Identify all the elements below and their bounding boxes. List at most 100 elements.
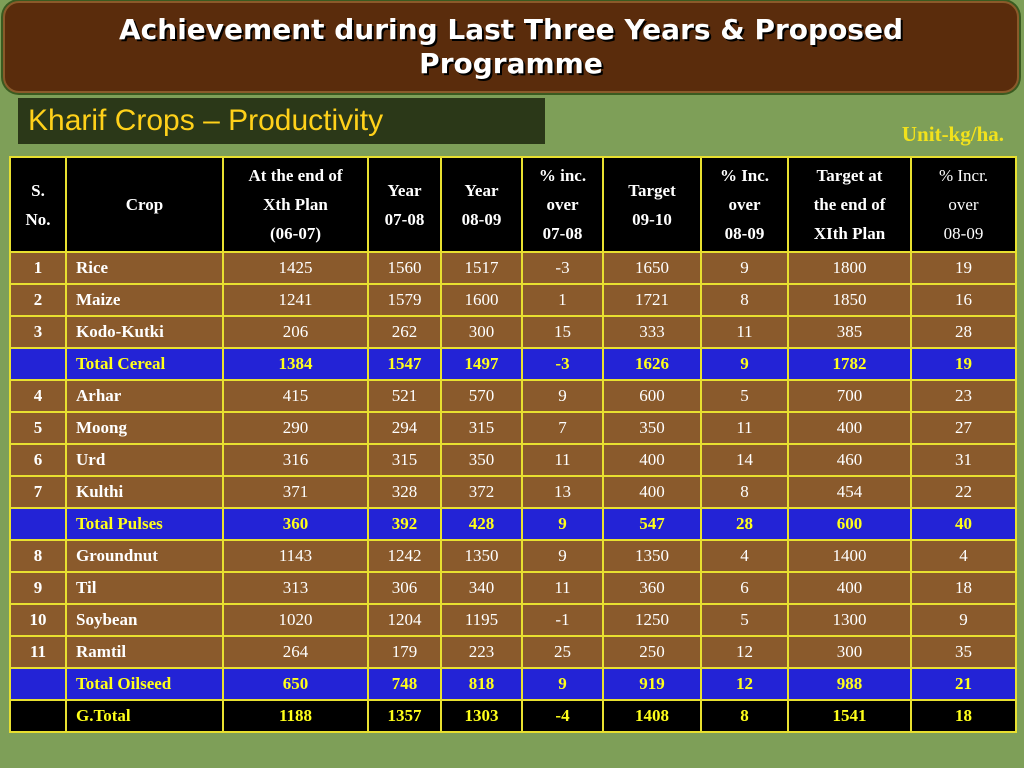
sno-cell: 4 xyxy=(9,379,67,413)
header-inc-over-08-09: % Inc. over 08-09 xyxy=(700,156,789,253)
crop-cell: G.Total xyxy=(65,699,224,733)
sno-cell: 10 xyxy=(9,603,67,637)
inc-08-09-cell: 5 xyxy=(700,379,789,413)
sno-cell: 5 xyxy=(9,411,67,445)
target-xith-cell: 1782 xyxy=(787,347,912,381)
sno-cell: 9 xyxy=(9,571,67,605)
inc-07-08-cell: 9 xyxy=(521,507,604,541)
header-target-xith-plan: Target at the end of XIth Plan xyxy=(787,156,912,253)
incr-08-09-cell: 21 xyxy=(910,667,1017,701)
target-09-10-cell: 919 xyxy=(602,667,702,701)
target-xith-cell: 1850 xyxy=(787,283,912,317)
inc-08-09-cell: 5 xyxy=(700,603,789,637)
year-08-09-cell: 1517 xyxy=(440,251,523,285)
crop-cell: Arhar xyxy=(65,379,224,413)
year-08-09-cell: 1195 xyxy=(440,603,523,637)
year-07-08-cell: 306 xyxy=(367,571,442,605)
incr-08-09-cell: 18 xyxy=(910,571,1017,605)
sno-cell: 2 xyxy=(9,283,67,317)
table-row: 4 Arhar 415 521 570 9 600 5 700 23 xyxy=(9,379,1017,413)
crop-cell: Til xyxy=(65,571,224,605)
target-09-10-cell: 400 xyxy=(602,443,702,477)
inc-07-08-cell: -3 xyxy=(521,347,604,381)
target-09-10-cell: 1650 xyxy=(602,251,702,285)
inc-07-08-cell: 25 xyxy=(521,635,604,669)
crop-cell: Maize xyxy=(65,283,224,317)
xth-plan-cell: 264 xyxy=(222,635,369,669)
inc-07-08-cell: 9 xyxy=(521,379,604,413)
table-row: 7 Kulthi 371 328 372 13 400 8 454 22 xyxy=(9,475,1017,509)
xth-plan-cell: 360 xyxy=(222,507,369,541)
table-row: 9 Til 313 306 340 11 360 6 400 18 xyxy=(9,571,1017,605)
target-09-10-cell: 350 xyxy=(602,411,702,445)
year-07-08-cell: 294 xyxy=(367,411,442,445)
xth-plan-cell: 290 xyxy=(222,411,369,445)
year-08-09-cell: 1303 xyxy=(440,699,523,733)
incr-08-09-cell: 28 xyxy=(910,315,1017,349)
crop-cell: Rice xyxy=(65,251,224,285)
incr-08-09-cell: 4 xyxy=(910,539,1017,573)
year-08-09-cell: 372 xyxy=(440,475,523,509)
inc-07-08-cell: -1 xyxy=(521,603,604,637)
year-08-09-cell: 570 xyxy=(440,379,523,413)
xth-plan-cell: 313 xyxy=(222,571,369,605)
target-xith-cell: 988 xyxy=(787,667,912,701)
inc-07-08-cell: 15 xyxy=(521,315,604,349)
crop-cell: Total Pulses xyxy=(65,507,224,541)
inc-08-09-cell: 9 xyxy=(700,347,789,381)
grand-total-row: G.Total 1188 1357 1303 -4 1408 8 1541 18 xyxy=(9,699,1017,733)
year-07-08-cell: 1579 xyxy=(367,283,442,317)
year-08-09-cell: 1350 xyxy=(440,539,523,573)
xth-plan-cell: 316 xyxy=(222,443,369,477)
unit-label: Unit-kg/ha. xyxy=(901,122,1004,146)
year-07-08-cell: 1547 xyxy=(367,347,442,381)
incr-08-09-cell: 23 xyxy=(910,379,1017,413)
inc-07-08-cell: -3 xyxy=(521,251,604,285)
target-09-10-cell: 400 xyxy=(602,475,702,509)
crop-cell: Kodo-Kutki xyxy=(65,315,224,349)
xth-plan-cell: 415 xyxy=(222,379,369,413)
table-row: 3 Kodo-Kutki 206 262 300 15 333 11 385 28 xyxy=(9,315,1017,349)
year-08-09-cell: 350 xyxy=(440,443,523,477)
incr-08-09-cell: 9 xyxy=(910,603,1017,637)
target-xith-cell: 1300 xyxy=(787,603,912,637)
incr-08-09-cell: 31 xyxy=(910,443,1017,477)
table-row: 6 Urd 316 315 350 11 400 14 460 31 xyxy=(9,443,1017,477)
xth-plan-cell: 1020 xyxy=(222,603,369,637)
inc-08-09-cell: 28 xyxy=(700,507,789,541)
target-xith-cell: 1541 xyxy=(787,699,912,733)
target-xith-cell: 1800 xyxy=(787,251,912,285)
inc-08-09-cell: 6 xyxy=(700,571,789,605)
target-xith-cell: 454 xyxy=(787,475,912,509)
target-09-10-cell: 600 xyxy=(602,379,702,413)
target-09-10-cell: 1250 xyxy=(602,603,702,637)
target-09-10-cell: 1408 xyxy=(602,699,702,733)
target-09-10-cell: 333 xyxy=(602,315,702,349)
year-07-08-cell: 1560 xyxy=(367,251,442,285)
table-header-row: S. No. Crop At the end of Xth Plan (06-0… xyxy=(9,156,1017,253)
target-xith-cell: 700 xyxy=(787,379,912,413)
inc-08-09-cell: 11 xyxy=(700,411,789,445)
xth-plan-cell: 1425 xyxy=(222,251,369,285)
sno-cell: 6 xyxy=(9,443,67,477)
sno-cell xyxy=(9,507,67,541)
header-sno: S. No. xyxy=(9,156,67,253)
year-08-09-cell: 428 xyxy=(440,507,523,541)
target-xith-cell: 400 xyxy=(787,411,912,445)
inc-07-08-cell: -4 xyxy=(521,699,604,733)
target-09-10-cell: 1626 xyxy=(602,347,702,381)
sno-cell xyxy=(9,699,67,733)
table-row: 8 Groundnut 1143 1242 1350 9 1350 4 1400 4 xyxy=(9,539,1017,573)
year-07-08-cell: 521 xyxy=(367,379,442,413)
xth-plan-cell: 1188 xyxy=(222,699,369,733)
inc-07-08-cell: 7 xyxy=(521,411,604,445)
crop-cell: Groundnut xyxy=(65,539,224,573)
target-xith-cell: 460 xyxy=(787,443,912,477)
header-crop: Crop xyxy=(65,156,224,253)
year-08-09-cell: 1600 xyxy=(440,283,523,317)
header-year-08-09: Year 08-09 xyxy=(440,156,523,253)
xth-plan-cell: 206 xyxy=(222,315,369,349)
year-08-09-cell: 1497 xyxy=(440,347,523,381)
sno-cell: 11 xyxy=(9,635,67,669)
crop-cell: Urd xyxy=(65,443,224,477)
